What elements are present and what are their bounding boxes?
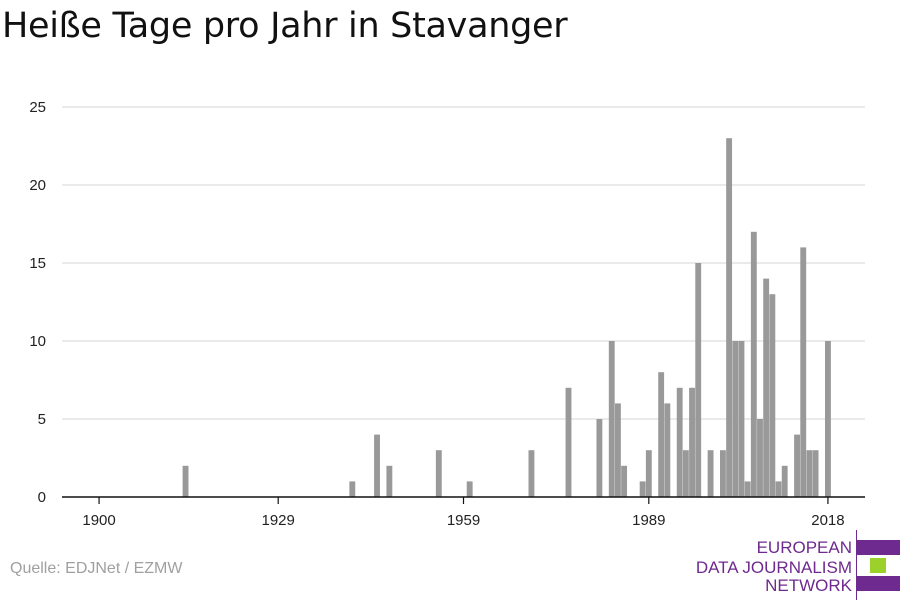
x-tick-labels: 1900 1929 1959 1989 2018 bbox=[82, 512, 844, 529]
x-tick-label-1929: 1929 bbox=[262, 512, 295, 529]
bar-2009 bbox=[769, 294, 776, 497]
bar-1984 bbox=[614, 403, 621, 497]
bar-1995 bbox=[682, 450, 689, 497]
bar-2010 bbox=[775, 481, 782, 497]
bar-1999 bbox=[707, 450, 714, 497]
bar-2016 bbox=[812, 450, 819, 497]
bar-1941 bbox=[349, 481, 356, 497]
bar-1955 bbox=[435, 450, 442, 497]
bar-1985 bbox=[621, 465, 628, 497]
bar-2011 bbox=[781, 465, 788, 497]
x-tick-label-1900: 1900 bbox=[82, 512, 115, 529]
chart-title: Heiße Tage pro Jahr in Stavanger bbox=[2, 6, 568, 46]
bar-2003 bbox=[732, 341, 739, 497]
bar-1997 bbox=[695, 263, 702, 497]
bar-1960 bbox=[466, 481, 473, 497]
x-axis bbox=[62, 496, 865, 504]
bar-1945 bbox=[374, 434, 380, 497]
grid-lines bbox=[62, 106, 865, 420]
y-tick-label-5: 5 bbox=[38, 411, 46, 428]
bar-1983 bbox=[608, 341, 615, 497]
bar-2014 bbox=[800, 247, 807, 497]
bar-2006 bbox=[750, 231, 757, 498]
y-tick-label-15: 15 bbox=[29, 255, 46, 272]
bar-1947 bbox=[386, 465, 393, 497]
logo-divider bbox=[856, 530, 857, 600]
source-note: Quelle: EDJNet / EZMW bbox=[10, 560, 183, 577]
logo-bar-purple-top bbox=[856, 540, 900, 555]
bar-1994 bbox=[676, 387, 683, 497]
bar-1988 bbox=[639, 481, 646, 497]
bar-1991 bbox=[658, 372, 665, 497]
y-tick-label-20: 20 bbox=[29, 177, 46, 194]
x-tick-label-2018: 2018 bbox=[811, 512, 844, 529]
bar-2004 bbox=[738, 341, 745, 497]
bar-1992 bbox=[664, 403, 671, 497]
bar-1976 bbox=[565, 387, 572, 497]
bar-1914 bbox=[182, 465, 189, 497]
logo-text-line-2: DATA JOURNALISM bbox=[695, 558, 852, 577]
bar-2005 bbox=[744, 481, 751, 497]
x-tick-label-1959: 1959 bbox=[447, 512, 480, 529]
y-tick-labels: 0 5 10 15 20 25 bbox=[29, 99, 46, 506]
logo-text-line-3: NETWORK bbox=[765, 576, 852, 595]
y-tick-label-25: 25 bbox=[29, 99, 46, 116]
bar-2008 bbox=[763, 278, 770, 497]
bar-1989 bbox=[645, 450, 652, 497]
y-tick-label-0: 0 bbox=[38, 489, 46, 506]
bar-1981 bbox=[596, 419, 603, 497]
bar-2018 bbox=[825, 341, 831, 497]
bars bbox=[182, 138, 831, 498]
bar-2001 bbox=[719, 450, 726, 497]
bar-2015 bbox=[806, 450, 813, 497]
x-tick-label-1989: 1989 bbox=[632, 512, 665, 529]
bar-2007 bbox=[757, 419, 763, 497]
edjnet-logo: EUROPEAN DATA JOURNALISM NETWORK bbox=[696, 530, 900, 600]
bar-1970 bbox=[528, 450, 535, 497]
bar-1996 bbox=[689, 387, 695, 497]
logo-bar-purple-bottom bbox=[856, 576, 900, 591]
bar-2002 bbox=[726, 138, 733, 497]
logo-bar-green bbox=[870, 558, 886, 573]
logo-text-line-1: EUROPEAN bbox=[756, 538, 852, 557]
bar-chart: 0 5 10 15 20 25 1900 1929 1959 1989 2018 bbox=[29, 99, 865, 529]
bar-2013 bbox=[794, 434, 800, 497]
y-tick-label-10: 10 bbox=[29, 333, 46, 350]
